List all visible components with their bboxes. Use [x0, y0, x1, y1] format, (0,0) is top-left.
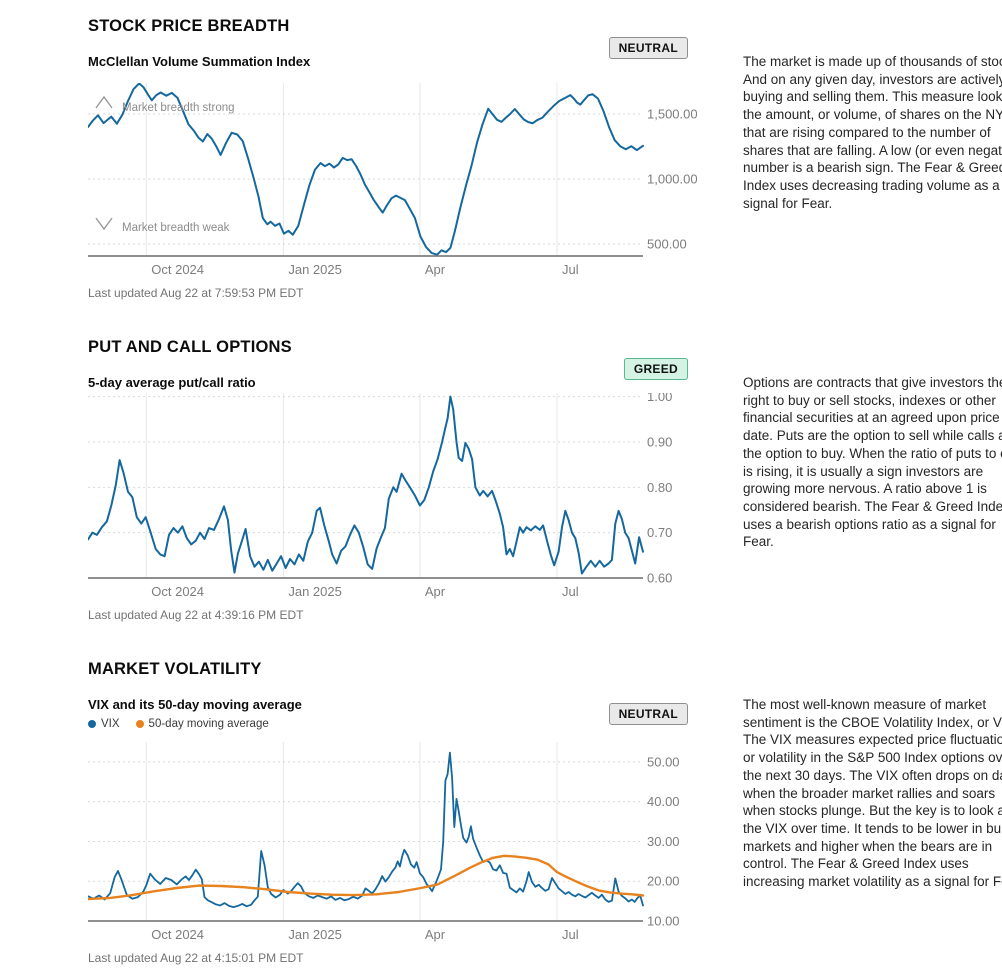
chart-title: McClellan Volume Summation Index: [88, 54, 311, 69]
put-call-chart[interactable]: Oct 2024 Jan 2025 Apr Jul 1.00 0.90 0.80 0.70 0.…: [87, 389, 700, 605]
chart-annotation-label: Market breadth strong: [122, 102, 235, 114]
chart-annotation-label: Market breadth weak: [122, 222, 230, 234]
mcclellan-chart[interactable]: Oct 2024 Jan 2025 Apr Jul 1,500.00 1,000.00 50…: [87, 82, 700, 283]
vix-and-50-day-moving-average-svg: Oct 2024 Jan 2025 Apr Jul 50.00 40.00 30.00 20.…: [86, 742, 680, 942]
y-tick-label: 0.80: [647, 480, 672, 495]
x-tick-label: Jan 2025: [288, 262, 342, 277]
x-tick-label: Oct 2024: [151, 584, 204, 599]
section-heading: PUT AND CALL OPTIONS: [88, 338, 292, 356]
summation-index-line: [87, 82, 644, 256]
put-call-line: [87, 395, 644, 575]
y-tick-label: 1,000.00: [647, 171, 698, 186]
y-tick-label: 0.90: [647, 434, 672, 449]
legend-item-vix: VIX: [88, 718, 120, 730]
vix-line: [87, 751, 644, 909]
x-tick-label: Apr: [425, 584, 446, 599]
caret-up-icon: [95, 95, 113, 109]
y-tick-label: 50.00: [647, 754, 680, 769]
last-updated-text: Last updated Aug 22 at 4:15:01 PM EDT: [88, 951, 304, 965]
y-tick-label: 10.00: [647, 914, 680, 929]
y-tick-label: 0.60: [647, 571, 672, 586]
x-tick-label: Jan 2025: [288, 584, 342, 599]
status-badge: NEUTRAL: [608, 37, 688, 59]
put-call-ratio-svg: Oct 2024 Jan 2025 Apr Jul 1.00 0.90 0.80 0.70 0.…: [87, 389, 672, 599]
y-tick-label: 1.00: [647, 393, 672, 404]
status-badge: GREED: [623, 358, 688, 380]
moving-average-legend-dot-icon: [135, 720, 144, 728]
status-badge: NEUTRAL: [608, 703, 688, 725]
options-chart-column: PUT AND CALL OPTIONS GREED 5-day average…: [87, 338, 700, 623]
chart-title: VIX and its 50-day moving average: [88, 697, 302, 712]
section-stock-price-breadth: STOCK PRICE BREADTH NEUTRAL McClellan Vo…: [87, 17, 1002, 301]
indicator-description: The most well-known measure of market se…: [743, 697, 1002, 890]
y-tick-label: 0.70: [647, 525, 672, 540]
mcclellan-volume-summation-index-svg: Oct 2024 Jan 2025 Apr Jul 1,500.00 1,000.00 50…: [87, 82, 698, 277]
x-tick-label: Jul: [562, 584, 579, 599]
caret-down-icon: [95, 217, 113, 231]
volatility-chart-column: MARKET VOLATILITY NEUTRAL VIX and its 50…: [86, 660, 700, 966]
vix-chart[interactable]: Oct 2024 Jan 2025 Apr Jul 50.00 40.00 30.00 20.…: [86, 742, 700, 948]
x-tick-label: Jul: [562, 262, 579, 277]
y-tick-label: 500.00: [647, 237, 687, 252]
section-put-and-call-options: PUT AND CALL OPTIONS GREED 5-day average…: [87, 338, 1002, 623]
chart-title: 5-day average put/call ratio: [88, 375, 256, 390]
y-tick-label: 20.00: [647, 874, 680, 889]
section-heading: MARKET VOLATILITY: [88, 660, 262, 678]
x-tick-label: Jul: [562, 927, 579, 942]
vix-legend-dot-icon: [88, 720, 96, 728]
indicator-description: Options are contracts that give investor…: [743, 375, 1002, 550]
x-tick-label: Apr: [425, 927, 446, 942]
y-tick-label: 30.00: [647, 834, 680, 849]
legend-label: 50-day moving average: [148, 718, 269, 730]
indicator-description: The market is made up of thousands of st…: [743, 54, 1002, 211]
y-tick-label: 1,500.00: [647, 106, 698, 121]
legend-label: VIX: [101, 718, 120, 730]
section-market-volatility: MARKET VOLATILITY NEUTRAL VIX and its 50…: [86, 660, 1002, 966]
last-updated-text: Last updated Aug 22 at 4:39:16 PM EDT: [88, 608, 304, 622]
x-tick-label: Oct 2024: [151, 927, 204, 942]
x-tick-label: Apr: [425, 262, 446, 277]
breadth-chart-column: STOCK PRICE BREADTH NEUTRAL McClellan Vo…: [87, 17, 700, 301]
y-tick-label: 40.00: [647, 794, 680, 809]
x-tick-label: Oct 2024: [151, 262, 204, 277]
last-updated-text: Last updated Aug 22 at 7:59:53 PM EDT: [88, 286, 304, 300]
section-heading: STOCK PRICE BREADTH: [88, 17, 290, 35]
chart-legend: VIX 50-day moving average: [88, 718, 700, 730]
fifty-day-moving-average-line: [86, 854, 645, 901]
x-tick-label: Jan 2025: [288, 927, 342, 942]
legend-item-50-day-moving-average: 50-day moving average: [135, 718, 269, 730]
